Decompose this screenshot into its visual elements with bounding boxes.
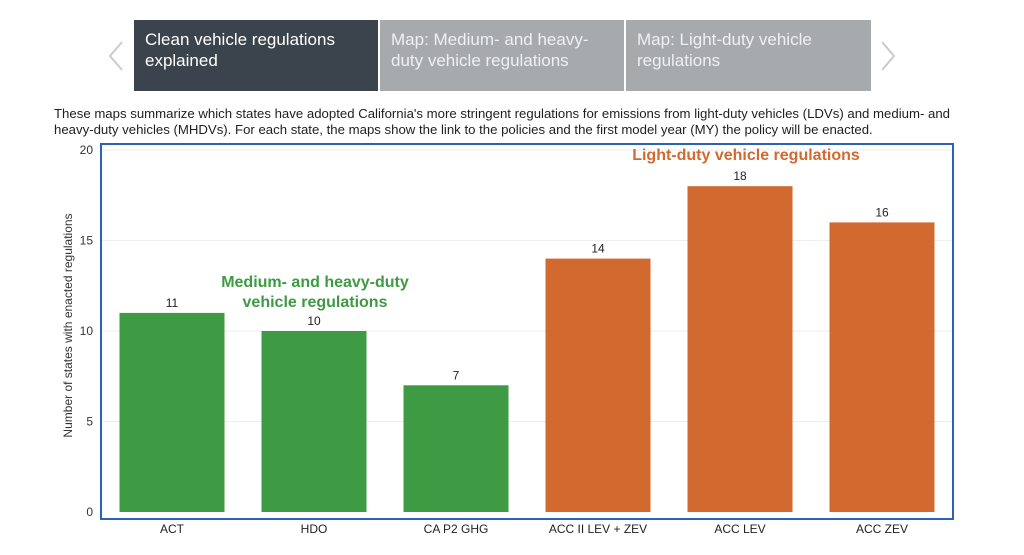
- y-tick-label: 0: [86, 505, 93, 519]
- bar: [119, 312, 225, 512]
- data-label: 14: [591, 242, 605, 256]
- data-label: 7: [453, 368, 460, 382]
- group-annotation: Light-duty vehicle regulations: [632, 147, 860, 164]
- tab-label: Map: Light-duty vehicle regulations: [637, 30, 812, 70]
- data-label: 18: [733, 169, 747, 183]
- bar: [261, 331, 367, 512]
- tab-label: Clean vehicle regulations explained: [145, 30, 335, 70]
- category-label: ACT: [160, 522, 185, 536]
- y-axis-ticks: 0 5 10 15 20: [80, 143, 94, 519]
- data-label: 16: [875, 205, 889, 219]
- y-tick-label: 10: [80, 324, 94, 338]
- group-annotation: Medium- and heavy-duty: [221, 274, 409, 291]
- data-label: 11: [166, 296, 179, 310]
- category-label: HDO: [301, 522, 328, 536]
- gridlines: [102, 149, 952, 422]
- carousel-prev-button[interactable]: [104, 30, 128, 82]
- tab-clean-vehicle-regulations[interactable]: Clean vehicle regulations explained: [134, 20, 378, 91]
- chevron-left-icon: [108, 41, 123, 71]
- carousel-next-button[interactable]: [876, 30, 900, 82]
- group-annotation: vehicle regulations: [243, 294, 388, 311]
- bar: [403, 385, 509, 512]
- tab-label: Map: Medium- and heavy-duty vehicle regu…: [391, 30, 589, 70]
- category-label: ACC II LEV + ZEV: [549, 522, 647, 536]
- chart-description: These maps summarize which states have a…: [54, 106, 950, 137]
- bar: [687, 186, 793, 512]
- y-tick-label: 15: [80, 234, 94, 248]
- tab-map-mhdv-regulations[interactable]: Map: Medium- and heavy-duty vehicle regu…: [380, 20, 624, 91]
- plot-area-border: [100, 143, 954, 520]
- y-axis-title: Number of states with enacted regulation…: [61, 213, 75, 437]
- category-label: ACC ZEV: [856, 522, 908, 536]
- category-label: CA P2 GHG: [424, 522, 489, 536]
- data-label: 10: [307, 314, 321, 328]
- chevron-right-icon: [881, 41, 896, 71]
- data-labels: 11 10 7 14 18 16: [166, 169, 889, 382]
- tab-map-ldv-regulations[interactable]: Map: Light-duty vehicle regulations: [626, 20, 871, 91]
- group-annotations: Medium- and heavy-duty vehicle regulation…: [221, 147, 860, 311]
- bar: [829, 222, 935, 512]
- category-label: ACC LEV: [714, 522, 765, 536]
- bar: [545, 258, 651, 512]
- category-labels: ACT HDO CA P2 GHG ACC II LEV + ZEV ACC LEV AC…: [160, 522, 908, 536]
- bars: [119, 186, 935, 512]
- y-tick-label: 20: [80, 143, 94, 157]
- y-tick-label: 5: [86, 415, 93, 429]
